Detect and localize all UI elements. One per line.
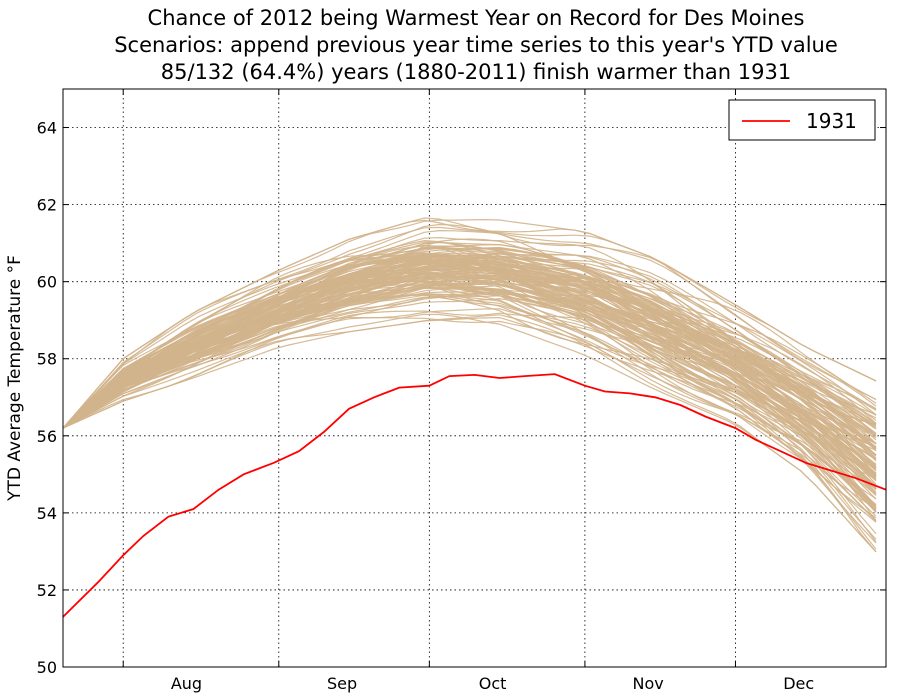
x-tick-label-sep: Sep [327,674,357,693]
legend: 1931 [728,99,876,141]
y-tick-label: 50 [37,658,57,677]
y-tick-label: 54 [37,504,57,523]
scenario-line [62,218,877,429]
x-tick-label-dec: Dec [783,674,814,693]
y-tick-label: 56 [37,427,57,446]
y-tick-label: 62 [37,196,57,215]
chart-title: Chance of 2012 being Warmest Year on Rec… [114,6,838,84]
series-line-1931 [62,373,887,618]
scenario-line [62,252,877,429]
x-tick-label-oct: Oct [479,674,507,693]
scenario-lines [62,217,877,553]
y-tick-label: 58 [37,350,57,369]
scenario-line [62,258,877,449]
legend-label-1931: 1931 [806,109,857,133]
chart-title-line-2: Scenarios: append previous year time ser… [114,33,838,57]
scenario-line [62,295,877,519]
axis-ticks: 50 52 54 56 58 60 62 64 Aug Sep Oct Nov Dec [37,89,886,693]
scenario-line [62,316,877,553]
y-tick-label: 52 [37,581,57,600]
x-tick-label-aug: Aug [171,674,202,693]
legend-box [728,99,876,141]
scenario-line [62,292,877,543]
scenario-line [62,241,877,429]
y-axis-label: YTD Average Temperature °F [5,255,25,502]
scenario-line [62,244,877,429]
scenario-line [62,253,877,459]
scenario-line [62,314,877,553]
highlight-series [62,373,887,618]
plot-frame [62,88,887,668]
scenario-line [62,247,877,436]
chart-title-line-1: Chance of 2012 being Warmest Year on Rec… [148,6,805,30]
scenario-line [62,255,877,465]
scenario-line [62,290,877,534]
y-tick-label: 60 [37,273,57,292]
scenario-line [62,281,877,511]
y-tick-label: 64 [37,119,57,138]
scenario-line [62,272,877,481]
x-tick-label-nov: Nov [633,674,664,693]
scenario-line [62,229,877,429]
scenario-line [62,258,877,477]
scenario-line [62,294,877,509]
chart-title-line-3: 85/132 (64.4%) years (1880-2011) finish … [161,60,791,84]
scenario-line [62,282,877,478]
